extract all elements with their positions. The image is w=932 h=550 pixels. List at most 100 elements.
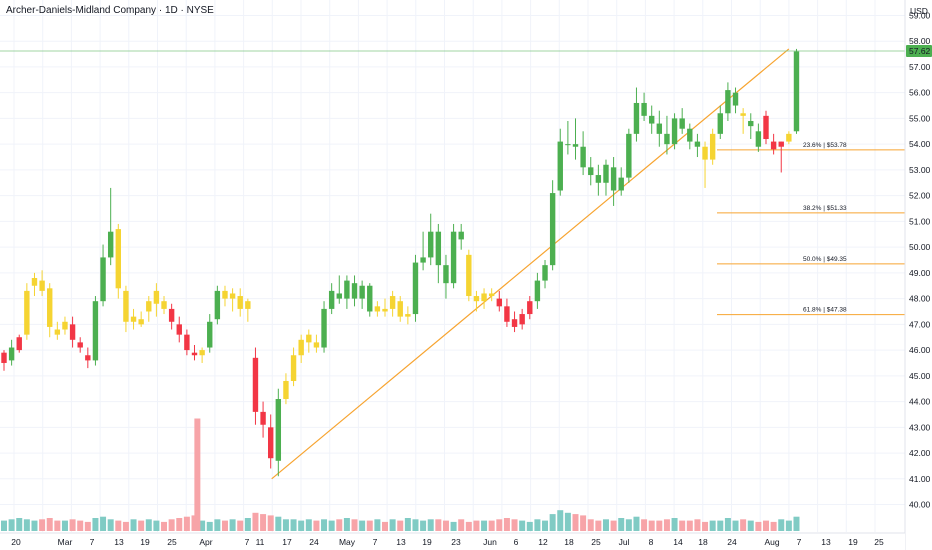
volume-bar — [382, 521, 388, 531]
volume-bar — [450, 521, 457, 531]
x-tick-label: 7 — [797, 537, 802, 547]
volume-bar — [458, 519, 465, 531]
candle-body — [260, 411, 266, 425]
y-tick-label: 46.00 — [909, 345, 931, 355]
candle-body — [146, 301, 152, 312]
candle-body — [214, 290, 221, 320]
volume-bar — [663, 519, 670, 531]
volume-bar — [16, 518, 23, 531]
volume-bar — [161, 521, 168, 531]
candle-body — [755, 131, 762, 147]
y-tick-label: 51.00 — [909, 216, 931, 226]
volume-bar — [290, 519, 297, 531]
candle-body — [496, 298, 502, 307]
volume-bar — [199, 520, 206, 531]
volume-bar — [442, 520, 449, 531]
candle-body — [786, 133, 792, 142]
current-price-tag-label: 57.62 — [909, 46, 931, 56]
candle-body — [610, 167, 617, 191]
candle-body — [275, 399, 282, 461]
candle-body — [176, 324, 182, 335]
volume-bar — [115, 520, 122, 531]
volume-bar — [237, 520, 244, 531]
volume-bar — [732, 520, 739, 531]
x-tick-label: 19 — [848, 537, 858, 547]
candle-body — [161, 301, 167, 309]
x-tick-label: 25 — [167, 537, 177, 547]
volume-bar — [252, 512, 259, 531]
candle-body — [420, 257, 426, 263]
candle-body — [511, 319, 518, 327]
volume-bar — [8, 519, 15, 531]
candle-body — [717, 113, 723, 134]
volume-bar — [244, 518, 251, 531]
current-price-tag — [906, 44, 932, 57]
volume-bar — [793, 516, 800, 531]
candle-body — [412, 262, 419, 315]
candle-body — [321, 308, 327, 348]
volume-bar — [625, 519, 632, 531]
x-tick-label: 14 — [673, 537, 683, 547]
volume-bar — [336, 519, 343, 531]
candle-body — [359, 285, 365, 299]
candle-body — [237, 296, 243, 309]
candle-body — [649, 115, 655, 124]
candle-body — [313, 342, 320, 348]
volume-bar — [366, 520, 373, 531]
candle-body — [92, 301, 99, 361]
y-tick-label: 56.00 — [909, 88, 931, 98]
volume-bar — [763, 520, 769, 531]
volume-bar — [641, 519, 648, 531]
x-tick-label: 11 — [256, 537, 265, 547]
candle-body — [679, 118, 685, 129]
volume-bar — [534, 519, 541, 531]
candle-body — [671, 118, 678, 145]
y-tick-label: 55.00 — [909, 113, 931, 123]
volume-bar — [92, 518, 99, 531]
candle-body — [588, 167, 594, 176]
candle-body — [115, 229, 121, 289]
candle-body — [130, 316, 137, 322]
volume-bar — [168, 519, 175, 531]
volume-bar — [359, 520, 366, 531]
y-tick-label: 49.00 — [909, 268, 931, 278]
candle-body — [31, 278, 38, 286]
volume-bar — [465, 521, 472, 531]
candle-body — [207, 321, 213, 348]
candle-body — [100, 257, 106, 302]
volume-bar — [176, 518, 183, 531]
volume-bar — [755, 521, 762, 531]
volume-bar — [618, 518, 625, 531]
x-tick-label: 13 — [396, 537, 406, 547]
volume-bar — [313, 520, 320, 531]
volume-bar — [587, 519, 594, 531]
volume-bar — [427, 519, 434, 531]
candle-body — [268, 427, 274, 459]
y-tick-label: 40.00 — [909, 500, 931, 510]
candle-body — [709, 133, 716, 160]
x-tick-label: 24 — [309, 537, 319, 547]
volume-bar — [686, 520, 693, 531]
candle-body — [290, 355, 297, 381]
candle-body — [542, 265, 548, 281]
candle-body — [351, 283, 358, 299]
price-axis-bg — [905, 0, 932, 550]
volume-bar — [572, 514, 579, 531]
volume-bar — [656, 520, 663, 531]
candle-body — [633, 102, 640, 134]
x-tick-label: Aug — [764, 537, 779, 547]
volume-bar — [145, 519, 152, 531]
candle-body — [481, 293, 487, 302]
y-tick-label: 57.00 — [909, 62, 931, 72]
candle-body — [748, 120, 754, 127]
volume-bar — [100, 516, 107, 531]
volume-bar — [694, 519, 701, 531]
x-tick-label: May — [339, 537, 356, 547]
candle-body — [229, 293, 236, 299]
volume-bar — [138, 520, 145, 531]
candle-body — [123, 290, 129, 322]
volume-bar — [481, 520, 488, 531]
y-tick-label: 45.00 — [909, 371, 931, 381]
